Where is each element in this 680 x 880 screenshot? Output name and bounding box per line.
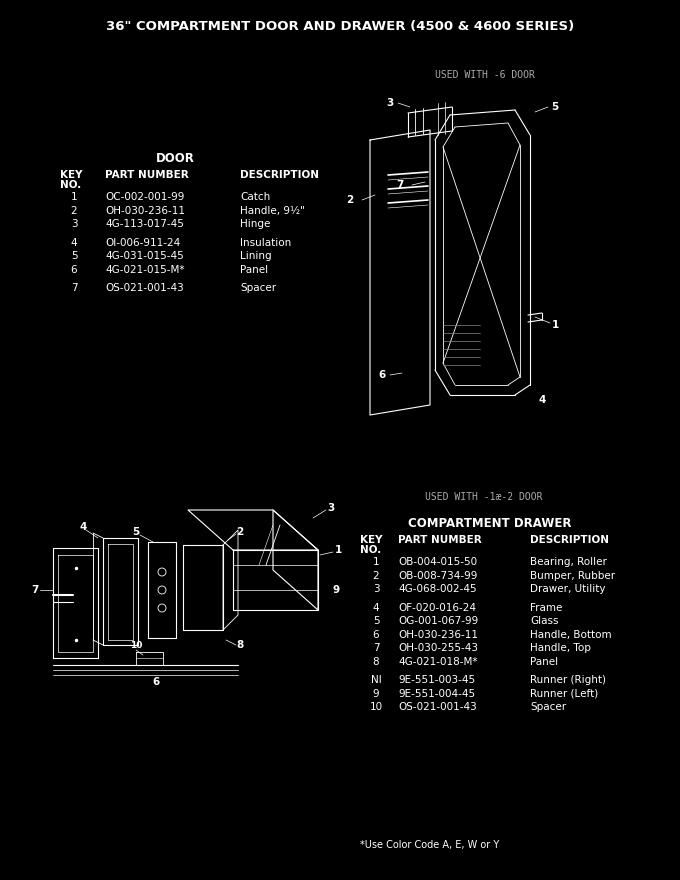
Text: DOOR: DOOR	[156, 151, 194, 165]
Text: Runner (Right): Runner (Right)	[530, 675, 606, 685]
Text: 7: 7	[71, 283, 78, 293]
Text: 7: 7	[373, 643, 379, 653]
Text: 2: 2	[373, 570, 379, 581]
Text: 6: 6	[373, 629, 379, 640]
Text: NO.: NO.	[60, 180, 81, 190]
Text: 6: 6	[71, 265, 78, 275]
Text: Hinge: Hinge	[240, 219, 271, 229]
Text: 10: 10	[369, 702, 383, 712]
Text: USED WITH -6 DOOR: USED WITH -6 DOOR	[435, 70, 535, 80]
Text: 4G-113-017-45: 4G-113-017-45	[105, 219, 184, 229]
Text: 9: 9	[333, 585, 339, 595]
Text: 4G-021-018-M*: 4G-021-018-M*	[398, 656, 477, 666]
Text: 9E-551-003-45: 9E-551-003-45	[398, 675, 475, 685]
Text: 7: 7	[396, 180, 404, 190]
Text: 2: 2	[237, 527, 243, 537]
Text: OC-002-001-99: OC-002-001-99	[105, 192, 184, 202]
Text: 5: 5	[373, 616, 379, 626]
Text: 1: 1	[335, 545, 341, 555]
Text: 3: 3	[386, 98, 394, 108]
Text: OS-021-001-43: OS-021-001-43	[398, 702, 477, 712]
Text: Bearing, Roller: Bearing, Roller	[530, 557, 607, 567]
Text: OB-004-015-50: OB-004-015-50	[398, 557, 477, 567]
Text: 4G-021-015-M*: 4G-021-015-M*	[105, 265, 184, 275]
Text: Drawer, Utility: Drawer, Utility	[530, 584, 605, 594]
Text: NI: NI	[371, 675, 381, 685]
Text: Bumper, Rubber: Bumper, Rubber	[530, 570, 615, 581]
Text: Runner (Left): Runner (Left)	[530, 688, 598, 699]
Text: 4G-031-015-45: 4G-031-015-45	[105, 251, 184, 261]
Text: 6: 6	[152, 677, 160, 687]
Text: 8: 8	[373, 656, 379, 666]
Text: KEY: KEY	[360, 535, 382, 545]
Text: OB-008-734-99: OB-008-734-99	[398, 570, 477, 581]
Text: 9E-551-004-45: 9E-551-004-45	[398, 688, 475, 699]
Text: OS-021-001-43: OS-021-001-43	[105, 283, 184, 293]
Text: 1: 1	[373, 557, 379, 567]
Text: PART NUMBER: PART NUMBER	[105, 170, 189, 180]
Text: OH-030-255-43: OH-030-255-43	[398, 643, 478, 653]
Text: KEY: KEY	[60, 170, 82, 180]
Text: 2: 2	[71, 206, 78, 216]
Text: OH-030-236-11: OH-030-236-11	[398, 629, 478, 640]
Text: 8: 8	[237, 640, 243, 650]
Text: 4: 4	[80, 522, 86, 532]
Text: 10: 10	[130, 641, 142, 649]
Text: Handle, Top: Handle, Top	[530, 643, 591, 653]
Text: USED WITH -1æ-2 DOOR: USED WITH -1æ-2 DOOR	[425, 492, 543, 502]
Text: 36" COMPARTMENT DOOR AND DRAWER (4500 & 4600 SERIES): 36" COMPARTMENT DOOR AND DRAWER (4500 & …	[106, 19, 574, 33]
Text: 3: 3	[373, 584, 379, 594]
Text: 4G-068-002-45: 4G-068-002-45	[398, 584, 477, 594]
Text: OH-030-236-11: OH-030-236-11	[105, 206, 185, 216]
Text: COMPARTMENT DRAWER: COMPARTMENT DRAWER	[408, 517, 572, 530]
Text: 5: 5	[133, 527, 139, 537]
Text: Frame: Frame	[530, 603, 562, 612]
Text: 5: 5	[551, 102, 559, 112]
Text: Handle, 9½": Handle, 9½"	[240, 206, 305, 216]
Text: Panel: Panel	[530, 656, 558, 666]
Text: NO.: NO.	[360, 545, 381, 555]
Text: 4: 4	[373, 603, 379, 612]
Text: Insulation: Insulation	[240, 238, 291, 247]
Text: Catch: Catch	[240, 192, 270, 202]
Text: Glass: Glass	[530, 616, 558, 626]
Text: Spacer: Spacer	[240, 283, 276, 293]
Text: 3: 3	[327, 503, 335, 513]
Text: DESCRIPTION: DESCRIPTION	[530, 535, 609, 545]
Text: *Use Color Code A, E, W or Y: *Use Color Code A, E, W or Y	[360, 840, 499, 850]
Text: DESCRIPTION: DESCRIPTION	[240, 170, 319, 180]
Text: OG-001-067-99: OG-001-067-99	[398, 616, 478, 626]
Text: 4: 4	[539, 395, 545, 405]
Text: Panel: Panel	[240, 265, 268, 275]
Text: 6: 6	[378, 370, 386, 380]
Text: 3: 3	[71, 219, 78, 229]
Text: PART NUMBER: PART NUMBER	[398, 535, 481, 545]
Text: 4: 4	[71, 238, 78, 247]
Text: Spacer: Spacer	[530, 702, 566, 712]
Text: OI-006-911-24: OI-006-911-24	[105, 238, 180, 247]
Text: Handle, Bottom: Handle, Bottom	[530, 629, 611, 640]
Text: 2: 2	[346, 195, 354, 205]
Text: 1: 1	[71, 192, 78, 202]
Text: 1: 1	[551, 320, 559, 330]
Text: Lining: Lining	[240, 251, 271, 261]
Text: 5: 5	[71, 251, 78, 261]
Text: OF-020-016-24: OF-020-016-24	[398, 603, 476, 612]
Text: 9: 9	[373, 688, 379, 699]
Text: 7: 7	[31, 585, 39, 595]
